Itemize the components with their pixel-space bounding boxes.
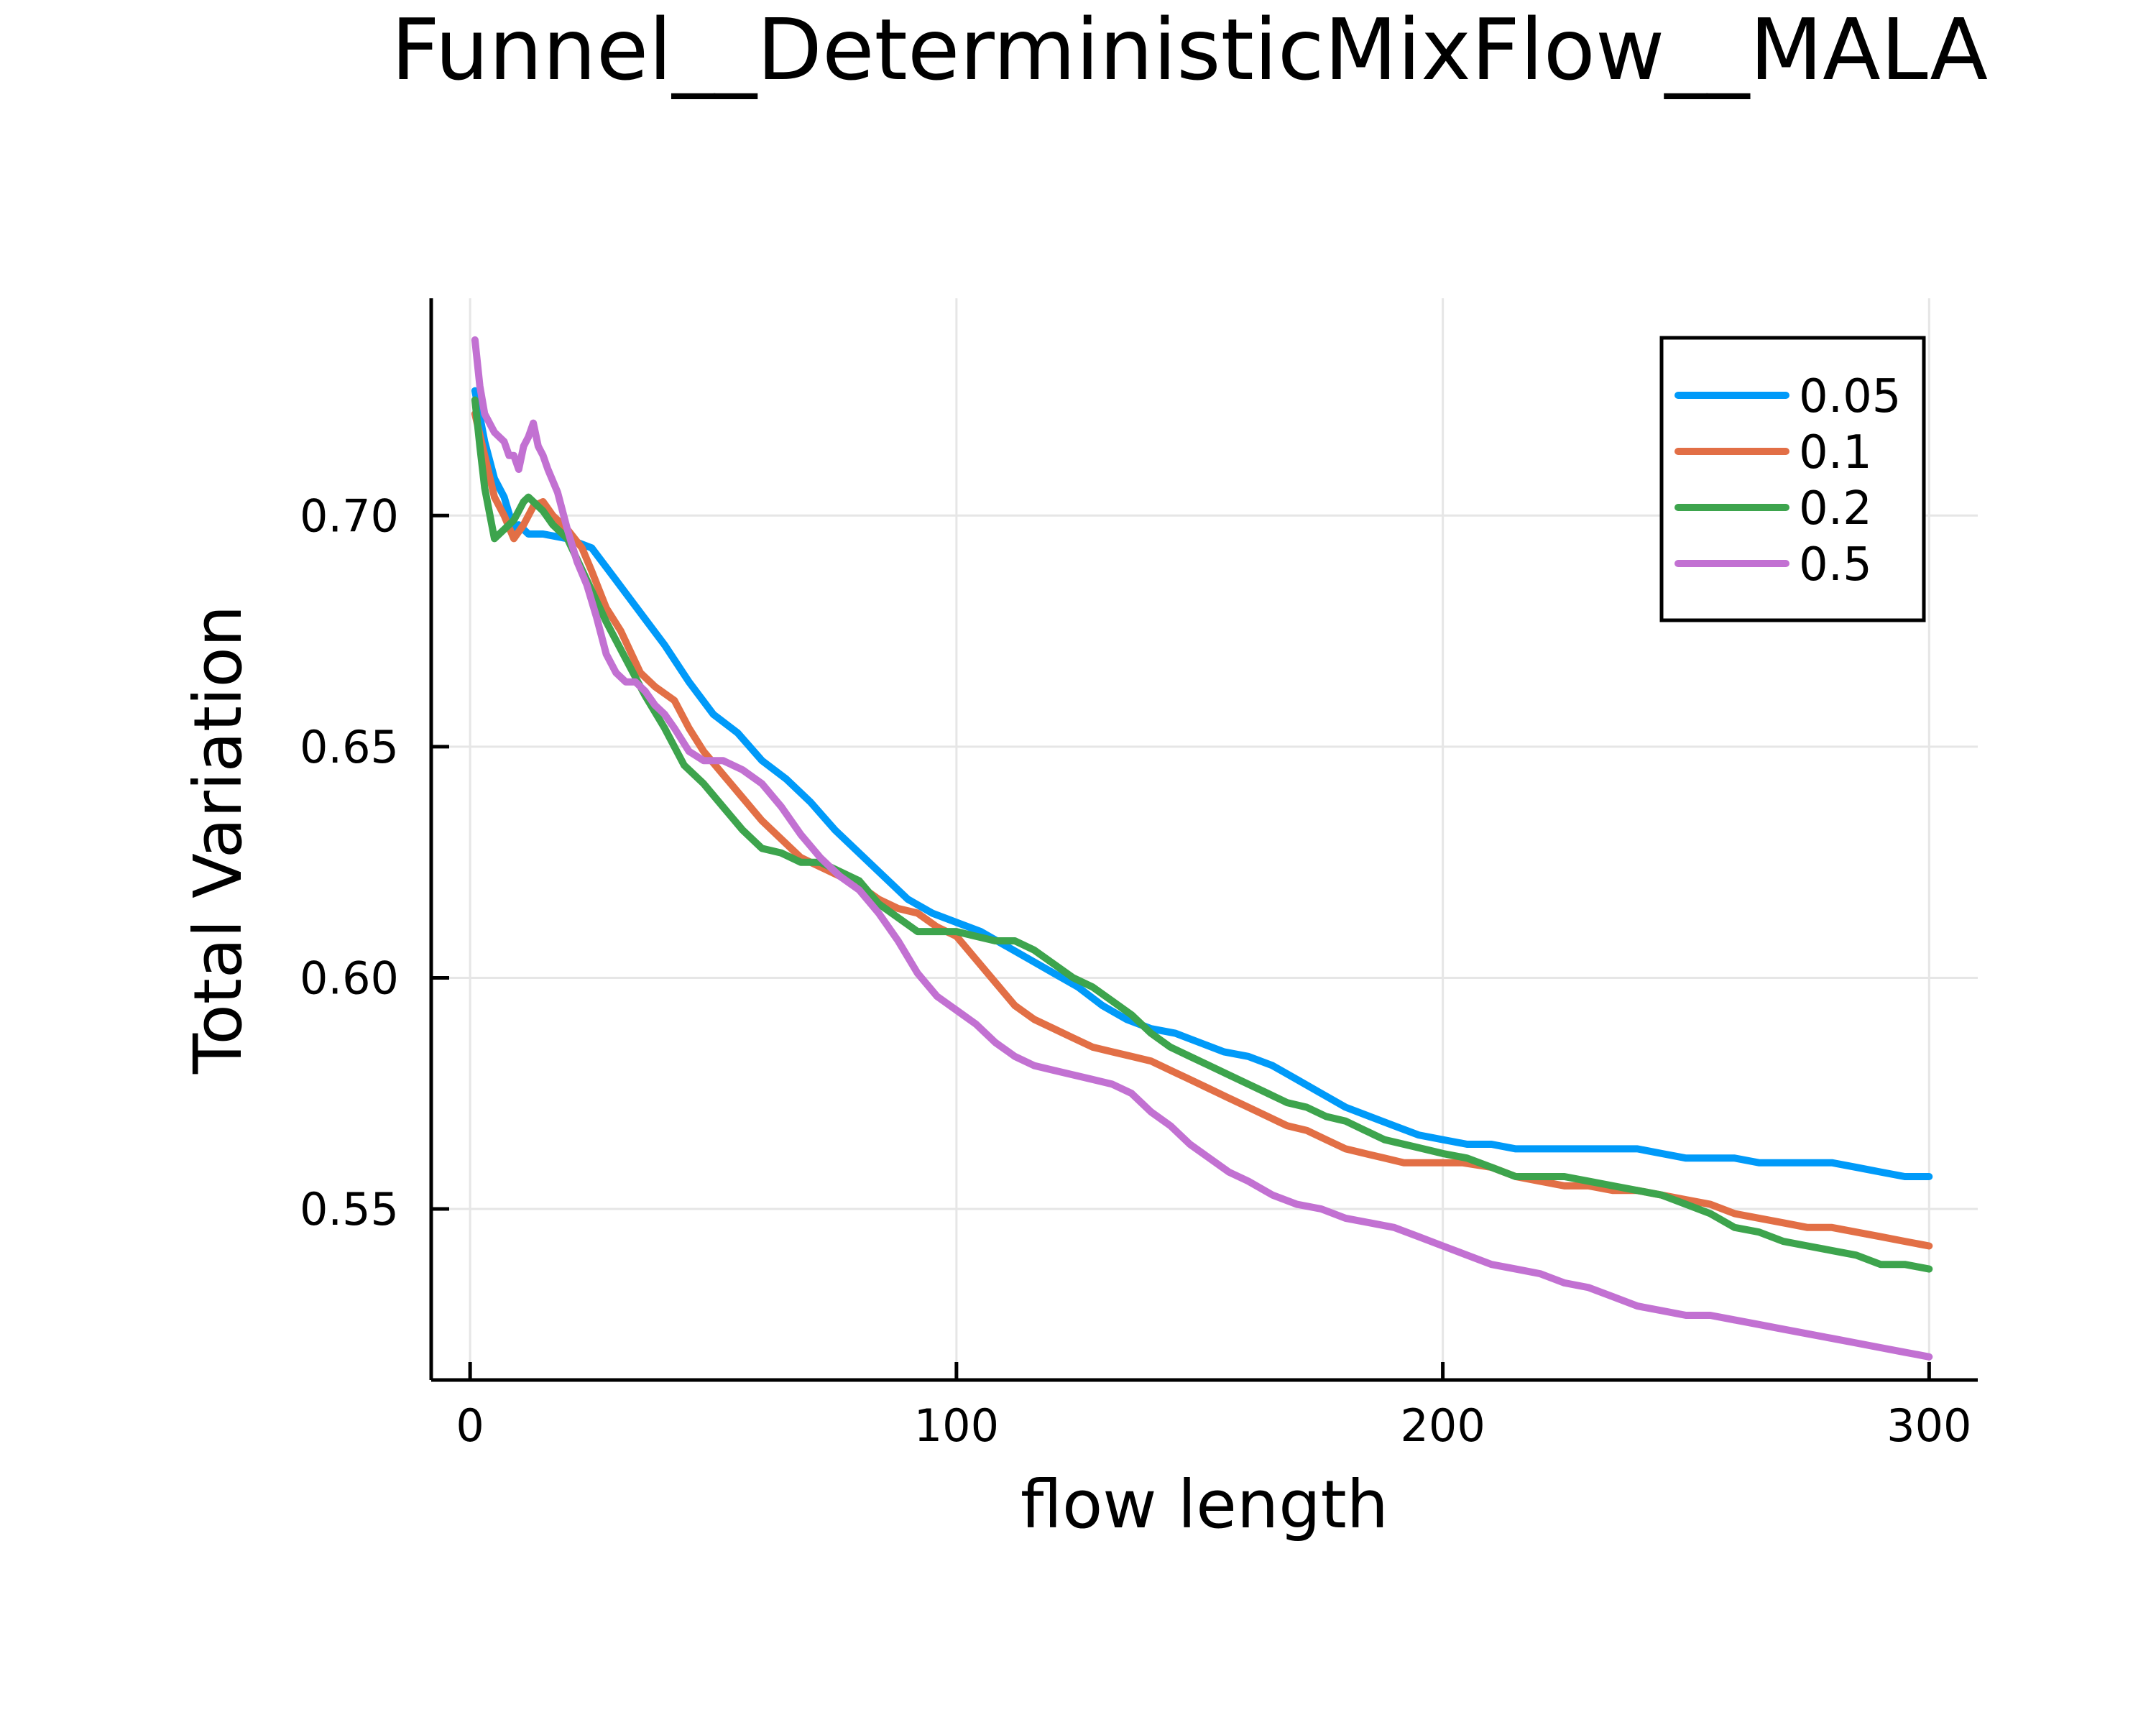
- series-line-0.5: [471, 336, 1933, 1361]
- legend-label: 0.5: [1799, 538, 1872, 592]
- x-tick-label: 200: [1400, 1399, 1485, 1452]
- legend-label: 0.05: [1799, 370, 1902, 423]
- y-tick-label: 0.65: [300, 721, 399, 773]
- legend-label: 0.1: [1799, 426, 1872, 479]
- legend: 0.050.10.20.5: [1659, 336, 1926, 622]
- y-tick-label: 0.70: [300, 489, 399, 542]
- chart-title: Funnel__DeterministicMixFlow__MALA: [391, 0, 1988, 99]
- x-axis-label: flow length: [1021, 1466, 1388, 1543]
- x-tick-label: 300: [1886, 1399, 1971, 1452]
- y-axis-label: Total Variation: [180, 605, 257, 1075]
- series-line-0.2: [471, 396, 1933, 1273]
- legend-box: [1659, 336, 1926, 622]
- data-series: [471, 336, 1933, 1361]
- legend-label: 0.2: [1799, 482, 1872, 535]
- x-tick-label: 0: [456, 1399, 484, 1452]
- y-tick-label: 0.55: [300, 1183, 399, 1236]
- x-tick-label: 100: [914, 1399, 999, 1452]
- axis-ticks: 0 100 200 300 0.55 0.60 0.65 0.70: [300, 489, 1972, 1452]
- y-tick-label: 0.60: [300, 952, 399, 1004]
